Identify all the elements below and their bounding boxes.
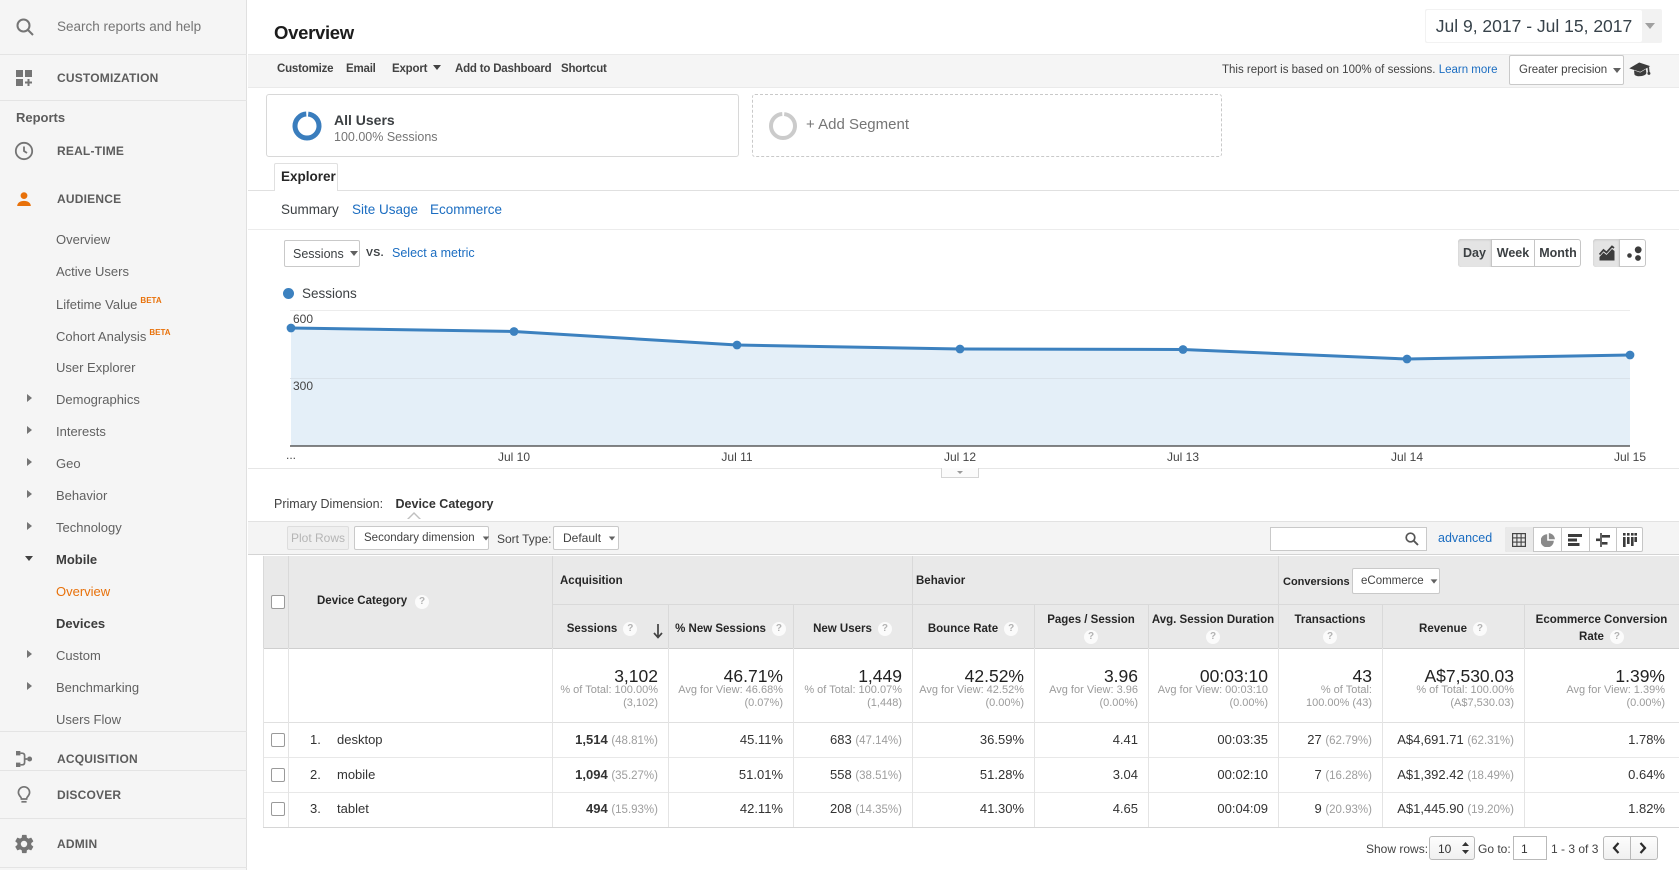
svg-text:Jul 14: Jul 14: [1391, 450, 1423, 464]
svg-text:600: 600: [293, 312, 313, 326]
svg-text:Jul 13: Jul 13: [1167, 450, 1199, 464]
svg-text:Jul 10: Jul 10: [498, 450, 530, 464]
svg-text:Jul 11: Jul 11: [721, 450, 752, 464]
svg-text:...: ...: [286, 448, 296, 462]
svg-text:300: 300: [293, 379, 313, 393]
svg-text:Jul 12: Jul 12: [944, 450, 976, 464]
svg-text:Jul 15: Jul 15: [1614, 450, 1646, 464]
